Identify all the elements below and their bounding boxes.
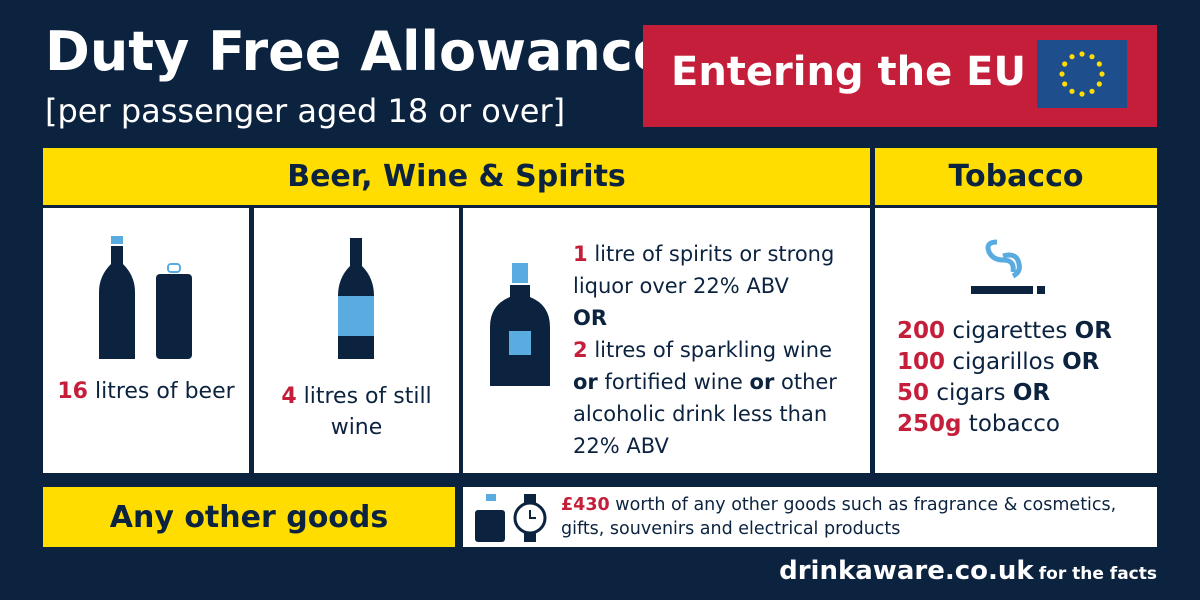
amount: 100 [897, 349, 946, 375]
amount: 50 [897, 380, 930, 406]
or: OR [573, 306, 608, 330]
text: litres of beer [94, 379, 235, 404]
item: cigars [936, 380, 1006, 406]
star [1062, 81, 1068, 87]
title: Duty Free Allowance [45, 20, 670, 83]
star [1069, 88, 1075, 94]
star [1079, 51, 1085, 57]
amount: 4 [281, 384, 297, 409]
spirits-icon [490, 263, 550, 386]
tobacco-row: 50 cigars OR [897, 378, 1112, 409]
text: other alcoholic drink less than 22% ABV [573, 370, 837, 458]
or: OR [1062, 349, 1100, 375]
section-header: Any other goods [43, 487, 455, 547]
text: worth of any other goods such as fragran… [561, 495, 1117, 539]
text: fortified wine [604, 370, 743, 394]
tobacco-row: 250g tobacco [897, 409, 1112, 440]
item: tobacco [968, 411, 1060, 437]
other-text: £430 worth of any other goods such as fr… [561, 493, 1151, 541]
tobacco-panel: 200 cigarettes OR 100 cigarillos OR 50 cig… [875, 208, 1157, 473]
footer: drinkaware.co.uk for the facts [779, 556, 1157, 586]
badge-text: Entering the EU [671, 49, 1026, 95]
text: litres of sparkling wine [594, 338, 832, 362]
star [1096, 61, 1102, 67]
goods-icon [475, 494, 547, 542]
tobacco-list: 200 cigarettes OR 100 cigarillos OR 50 cig… [897, 316, 1112, 440]
amount: 1 [573, 242, 588, 266]
amount: 250g [897, 411, 962, 437]
section-header: Beer, Wine & Spirits [43, 148, 870, 205]
text: litre of spirits or strong liquor over 2… [573, 242, 835, 298]
tobacco-row: 200 cigarettes OR [897, 316, 1112, 347]
section-header: Tobacco [875, 148, 1157, 205]
tagline: for the facts [1038, 564, 1157, 584]
other-panel: £430 worth of any other goods such as fr… [463, 487, 1157, 547]
star [1069, 54, 1075, 60]
or: OR [1074, 318, 1112, 344]
beer-panel: 16 litres of beer [43, 208, 249, 473]
spirits-text: 1 litre of spirits or strong liquor over… [573, 238, 863, 462]
star [1089, 88, 1095, 94]
spirits-panel: 1 litre of spirits or strong liquor over… [463, 208, 870, 473]
site: drinkaware.co.uk [779, 556, 1034, 586]
item: cigarillos [952, 349, 1055, 375]
beer-caption: 16 litres of beer [43, 376, 249, 407]
amount: 16 [57, 379, 88, 404]
wine-icon [338, 238, 374, 359]
subtitle: [per passenger aged 18 or over] [45, 92, 566, 130]
star [1079, 91, 1085, 97]
item: cigarettes [952, 318, 1068, 344]
star [1089, 54, 1095, 60]
text: litres of still wine [303, 384, 432, 440]
star [1059, 71, 1065, 77]
wine-caption: 4 litres of still wine [274, 381, 439, 443]
badge: Entering the EU [643, 25, 1157, 127]
amount: 200 [897, 318, 946, 344]
beer-icon [99, 236, 192, 359]
or: OR [1012, 380, 1051, 406]
wine-panel: 4 litres of still wine [254, 208, 459, 473]
star [1096, 81, 1102, 87]
cigarette-icon [971, 239, 1045, 294]
or: or [573, 370, 598, 394]
eu-flag [1037, 40, 1127, 108]
star [1099, 71, 1105, 77]
amount: 2 [573, 338, 588, 362]
or: or [749, 370, 775, 394]
tobacco-row: 100 cigarillos OR [897, 347, 1112, 378]
star [1062, 61, 1068, 67]
amount: £430 [561, 495, 610, 515]
